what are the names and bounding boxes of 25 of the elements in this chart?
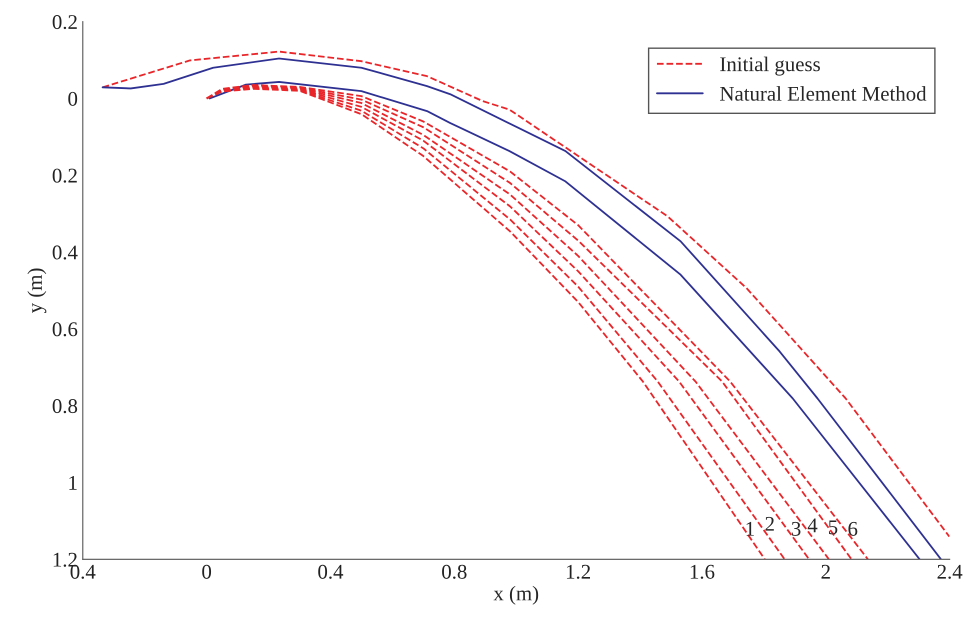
x-tick-label: 0.8 — [442, 564, 467, 579]
y-tick-label: 0 — [68, 92, 78, 106]
y-tick-label: 0.2 — [52, 15, 77, 30]
legend-label: Initial guess — [720, 56, 820, 76]
annotation: 3 — [792, 522, 800, 536]
annotation: 6 — [848, 522, 858, 536]
x-tick-label: 2.4 — [938, 564, 962, 579]
annotation: 4 — [808, 518, 818, 532]
annotation: 1 — [746, 522, 754, 536]
legend-label: Natural Element Method — [720, 86, 926, 101]
annotation: 5 — [828, 520, 838, 534]
y-tick-label: 0.8 — [52, 399, 78, 414]
y-tick-label: 0.4 — [52, 245, 78, 260]
annotation: 2 — [765, 516, 774, 531]
x-tick-label: 0 — [202, 564, 212, 579]
y-tick-label: 1.2 — [54, 552, 77, 567]
x-tick-label: 2 — [822, 564, 830, 579]
x-tick-label: 1.2 — [566, 564, 590, 579]
y-tick-label: 0.6 — [52, 322, 78, 336]
y-tick-label: 1 — [69, 476, 77, 490]
x-axis-title: x (m) — [494, 586, 538, 605]
y-axis-title: y (m) — [27, 268, 46, 314]
x-tick-label: 0.4 — [318, 564, 344, 579]
x-tick-label: 1.6 — [690, 564, 714, 579]
y-tick-label: 0.2 — [52, 168, 77, 183]
